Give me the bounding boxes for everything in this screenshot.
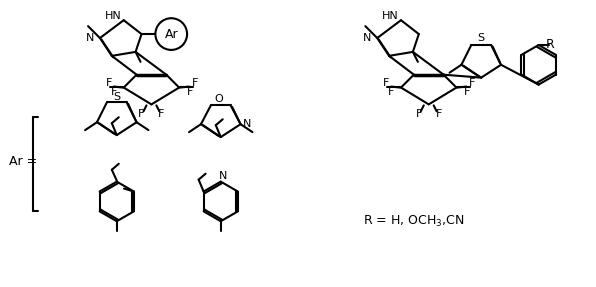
Text: F: F — [138, 109, 145, 119]
Text: N: N — [219, 171, 227, 181]
Text: F: F — [469, 77, 476, 88]
Text: O: O — [215, 94, 223, 104]
Text: F: F — [187, 88, 193, 98]
Text: R = H, OCH$_3$,CN: R = H, OCH$_3$,CN — [363, 214, 464, 229]
Text: F: F — [436, 109, 442, 119]
Text: F: F — [192, 77, 198, 88]
Text: F: F — [415, 109, 422, 119]
Text: HN: HN — [105, 11, 122, 21]
Text: R: R — [546, 38, 555, 51]
Text: S: S — [113, 92, 120, 102]
Text: N: N — [86, 33, 94, 43]
Text: Ar =: Ar = — [8, 155, 37, 168]
Text: F: F — [105, 77, 112, 88]
Text: N: N — [363, 33, 371, 43]
Text: HN: HN — [382, 11, 399, 21]
Text: Ar: Ar — [164, 28, 178, 40]
Text: F: F — [111, 88, 117, 98]
Text: F: F — [158, 109, 164, 119]
Text: F: F — [388, 88, 395, 98]
Text: F: F — [464, 88, 470, 98]
Text: S: S — [477, 33, 485, 43]
Text: F: F — [383, 77, 389, 88]
Text: N: N — [243, 119, 252, 129]
